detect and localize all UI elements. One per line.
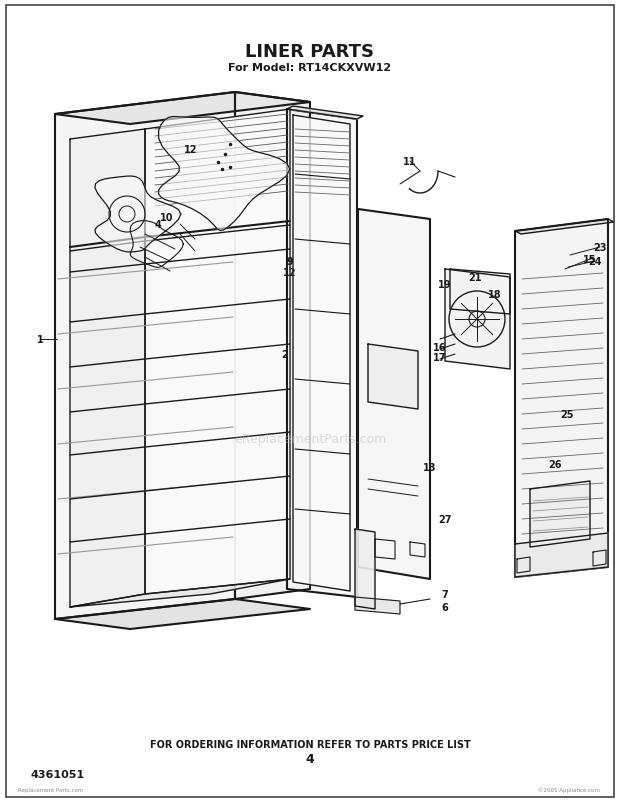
Polygon shape xyxy=(515,220,614,234)
Text: 13: 13 xyxy=(423,463,436,472)
Polygon shape xyxy=(159,117,290,231)
Text: 2: 2 xyxy=(281,349,288,360)
Text: ©2005 Appliance.com: ©2005 Appliance.com xyxy=(538,786,600,792)
Text: 15: 15 xyxy=(583,255,596,265)
Polygon shape xyxy=(445,270,510,369)
Polygon shape xyxy=(55,599,310,630)
Polygon shape xyxy=(355,597,400,614)
Text: 4: 4 xyxy=(306,752,314,765)
Polygon shape xyxy=(287,107,363,120)
Text: eReplacementParts.com: eReplacementParts.com xyxy=(234,433,386,446)
Text: 6: 6 xyxy=(441,602,448,612)
Text: 10: 10 xyxy=(160,213,174,222)
Text: 12: 12 xyxy=(184,145,198,155)
Text: 21: 21 xyxy=(468,273,482,283)
Text: 27: 27 xyxy=(438,515,452,524)
Text: 24: 24 xyxy=(588,257,602,267)
Text: 7: 7 xyxy=(441,589,448,599)
Polygon shape xyxy=(368,344,418,410)
Text: 11: 11 xyxy=(403,157,417,167)
Polygon shape xyxy=(145,110,290,594)
Polygon shape xyxy=(95,177,181,253)
Polygon shape xyxy=(287,110,357,597)
Text: 26: 26 xyxy=(548,459,562,470)
Text: FOR ORDERING INFORMATION REFER TO PARTS PRICE LIST: FOR ORDERING INFORMATION REFER TO PARTS … xyxy=(149,739,471,749)
Polygon shape xyxy=(70,130,145,607)
Polygon shape xyxy=(515,533,608,577)
Polygon shape xyxy=(355,529,375,609)
Polygon shape xyxy=(293,116,350,591)
Text: LINER PARTS: LINER PARTS xyxy=(246,43,374,61)
Text: 4361051: 4361051 xyxy=(30,769,84,779)
Polygon shape xyxy=(530,482,590,548)
Text: Replacement Parts.com: Replacement Parts.com xyxy=(18,787,83,792)
Text: 1: 1 xyxy=(37,335,43,344)
Text: 25: 25 xyxy=(560,410,574,419)
Text: 12: 12 xyxy=(283,267,297,278)
Polygon shape xyxy=(358,210,430,579)
Polygon shape xyxy=(235,93,310,599)
Text: For Model: RT14CKXVW12: For Model: RT14CKXVW12 xyxy=(228,63,392,73)
Text: 17: 17 xyxy=(433,353,447,362)
Polygon shape xyxy=(515,220,608,577)
Text: 4: 4 xyxy=(154,220,161,230)
Text: 18: 18 xyxy=(488,290,502,300)
Text: 23: 23 xyxy=(593,243,607,253)
Text: 19: 19 xyxy=(438,279,452,290)
Polygon shape xyxy=(55,93,310,124)
Polygon shape xyxy=(55,93,235,619)
Polygon shape xyxy=(70,579,290,607)
Text: 9: 9 xyxy=(286,257,293,267)
Text: 16: 16 xyxy=(433,343,447,353)
